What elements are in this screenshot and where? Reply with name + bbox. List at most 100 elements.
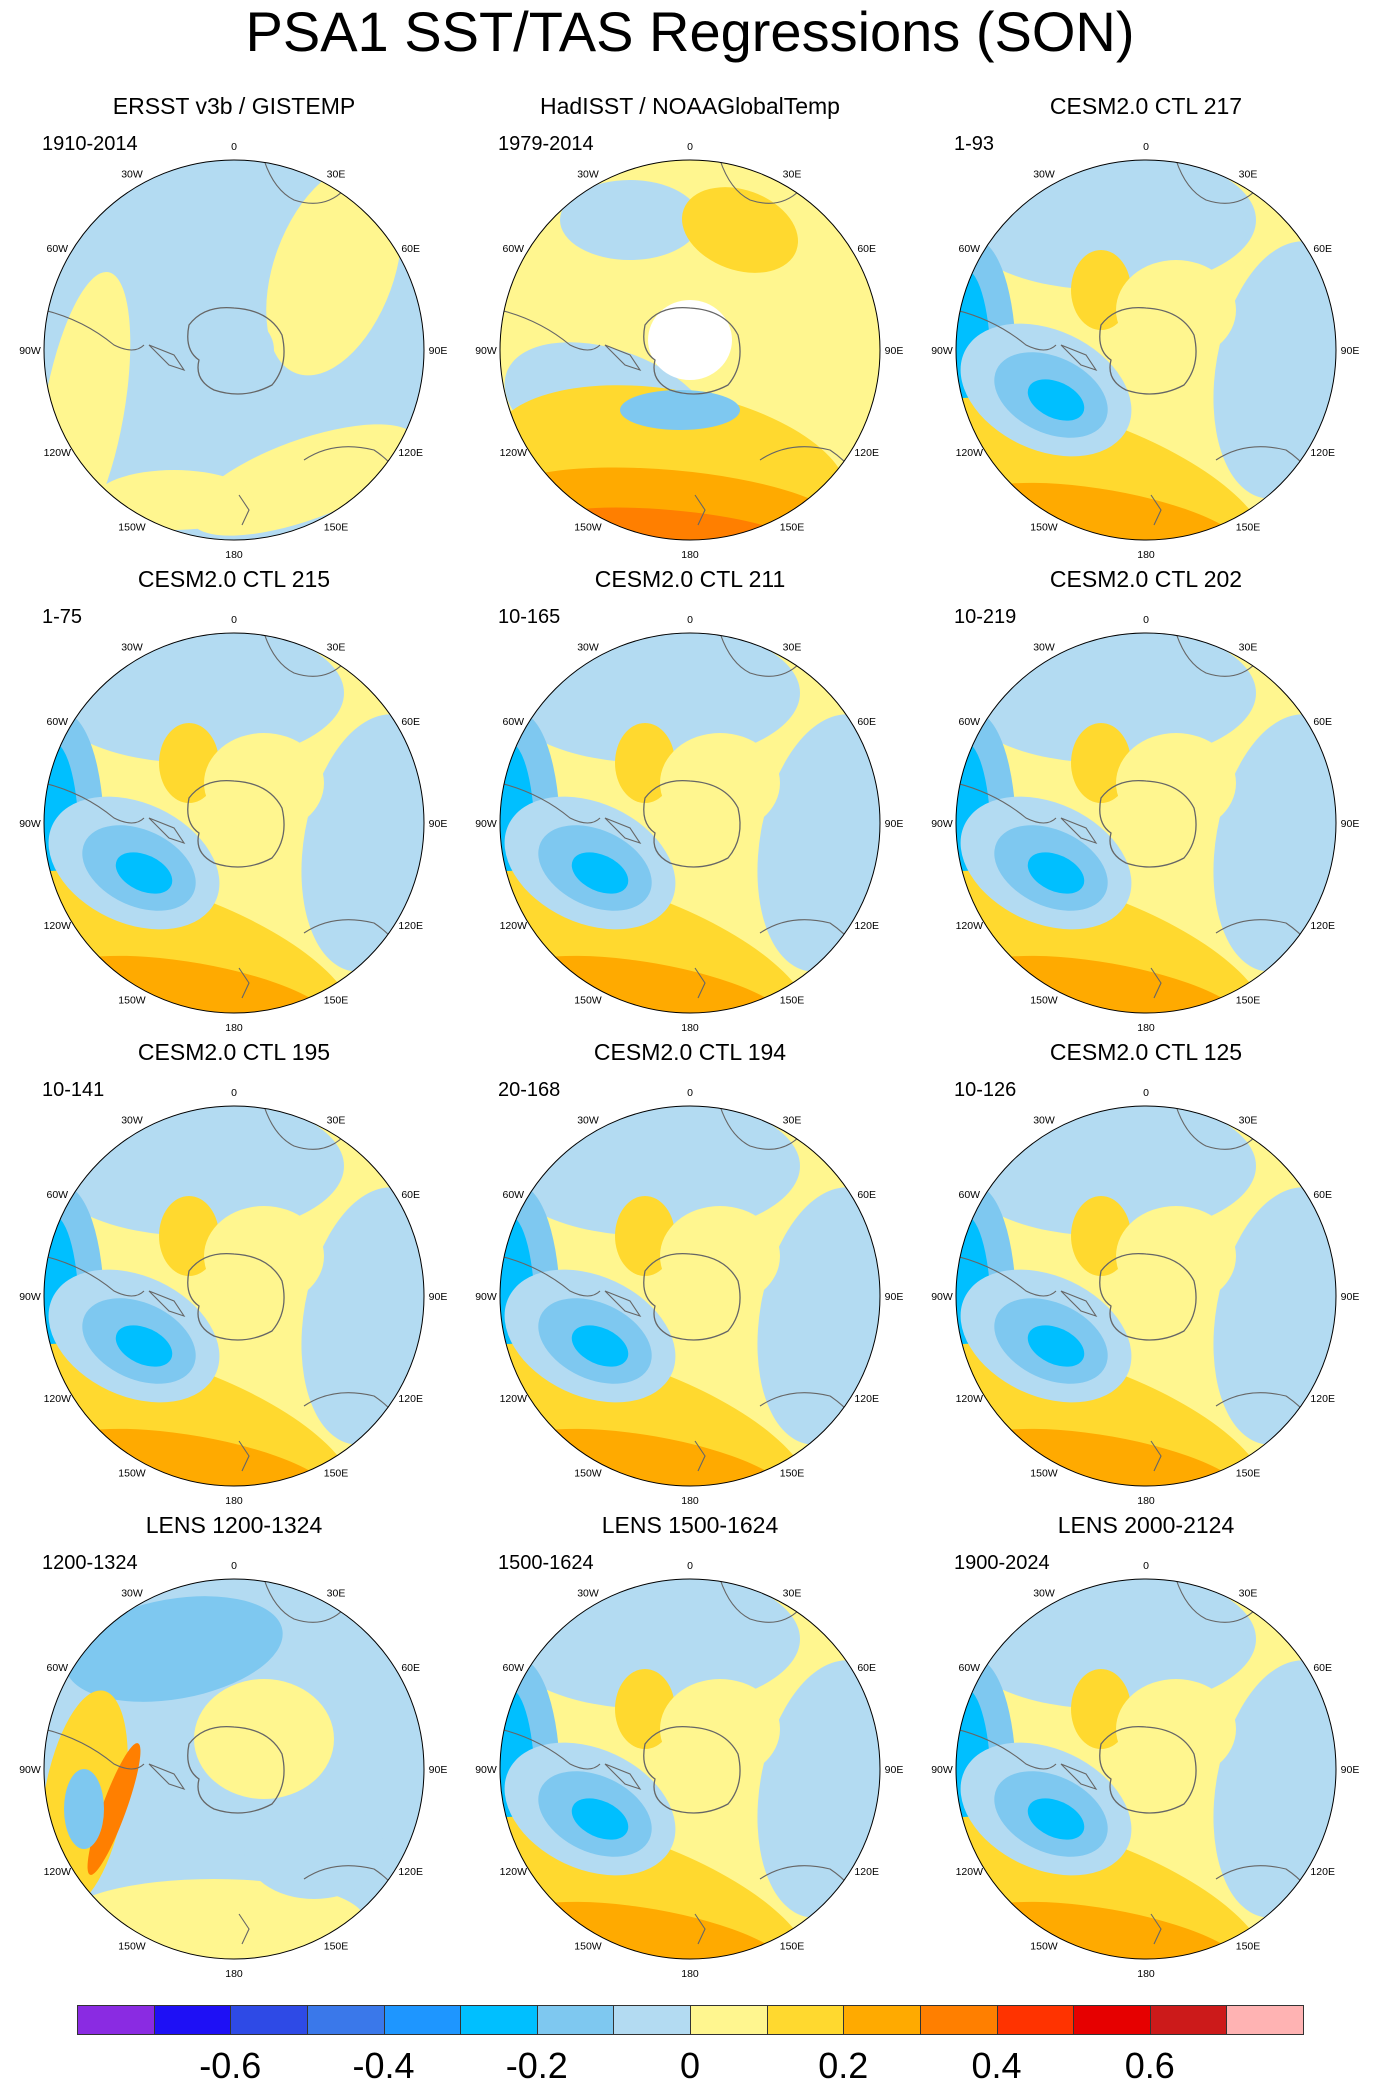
anomaly-contour [571, 1798, 629, 1840]
longitude-label: 60W [959, 716, 981, 728]
longitude-label: 60W [47, 1662, 69, 1674]
longitude-label: 0 [231, 1087, 237, 1099]
antarctica-coastline [1099, 1725, 1197, 1814]
south-america-coastline [956, 1255, 1057, 1297]
colorbar-swatch [919, 2005, 998, 2035]
longitude-label: 30W [577, 1587, 599, 1599]
longitude-label: 180 [1137, 549, 1155, 561]
longitude-label: 120W [500, 1866, 528, 1878]
longitude-label: 90E [429, 1764, 448, 1776]
colorbar-swatch [306, 2005, 385, 2035]
panel-title: CESM2.0 CTL 217 [1049, 93, 1243, 119]
antarctic-peninsula [148, 1763, 186, 1791]
longitude-label: 90E [885, 818, 904, 830]
longitude-label: 90W [475, 1291, 497, 1303]
antarctica-coastline [643, 1725, 741, 1814]
panel-period: 1900-2024 [954, 1552, 1050, 1574]
map-boundary [499, 1105, 881, 1487]
longitude-label: 90W [19, 1291, 41, 1303]
longitude-label: 120E [398, 1866, 423, 1878]
anomaly-contour [571, 1325, 629, 1367]
longitude-label: 0 [1143, 614, 1149, 626]
longitude-label: 90W [931, 1764, 953, 1776]
longitude-label: 120W [500, 920, 528, 932]
anomaly-contour [64, 1769, 104, 1849]
anomaly-contour [967, 1428, 1245, 1486]
map-boundary [955, 632, 1337, 1014]
map-panel: ERSST v3b / GISTEMP 1910-2014 0 30E 60E 90E 12… [4, 92, 464, 562]
south-america-coastline [956, 1728, 1057, 1770]
longitude-label: 150W [118, 1468, 146, 1480]
longitude-label: 180 [225, 549, 243, 561]
antarctic-peninsula [148, 344, 186, 372]
longitude-label: 120W [956, 447, 984, 459]
longitude-label: 0 [231, 614, 237, 626]
longitude-label: 120E [398, 447, 423, 459]
colorbar-tick-label: -0.4 [352, 2045, 415, 2086]
panel-title: CESM2.0 CTL 211 [594, 566, 786, 592]
longitude-label: 60W [503, 1189, 525, 1201]
polar-map: 0 30E 60E 90E 120E 150E 180 150W 120W 90W 60W 30W [931, 1560, 1360, 1980]
longitude-label: 180 [1137, 1022, 1155, 1034]
panel-title: CESM2.0 CTL 195 [137, 1039, 331, 1065]
longitude-label: 0 [1143, 1087, 1149, 1099]
longitude-label: 90E [1341, 1764, 1360, 1776]
longitude-label: 120E [1310, 920, 1335, 932]
map-panel: LENS 1500-1624 1500-1624 0 30E 60E 90E 120E 150… [460, 1511, 920, 1981]
longitude-label: 120W [44, 1866, 72, 1878]
longitude-label: 120W [956, 1393, 984, 1405]
antarctica-coastline [643, 779, 741, 868]
longitude-label: 60E [1313, 243, 1332, 255]
new-zealand-coastline [238, 494, 250, 526]
longitude-label: 0 [1143, 141, 1149, 153]
anomaly-contour [511, 1428, 789, 1486]
longitude-label: 150E [1236, 1468, 1261, 1480]
map-boundary [499, 1578, 881, 1960]
anomaly-contour [55, 1428, 333, 1486]
longitude-label: 0 [231, 1560, 237, 1572]
polar-map: 0 30E 60E 90E 120E 150E 180 150W 120W 90W 60W 30W [19, 614, 447, 1034]
longitude-label: 90E [885, 1291, 904, 1303]
antarctic-peninsula [1060, 1290, 1098, 1318]
longitude-label: 0 [1143, 1560, 1149, 1572]
anomaly-contour [204, 733, 324, 833]
longitude-label: 90W [931, 345, 953, 357]
longitude-label: 60W [47, 716, 69, 728]
anomaly-contour [681, 187, 799, 273]
longitude-label: 90E [1341, 818, 1360, 830]
anomaly-contour [660, 1679, 780, 1779]
longitude-label: 150W [118, 522, 146, 534]
new-zealand-coastline [238, 967, 250, 999]
antarctic-peninsula [148, 817, 186, 845]
longitude-label: 30W [1033, 168, 1055, 180]
colorbar-swatch [383, 2005, 462, 2035]
new-zealand-coastline [1150, 967, 1162, 999]
new-zealand-coastline [1150, 1913, 1162, 1945]
map-panel: LENS 2000-2124 1900-2024 0 30E 60E 90E 120E 150… [916, 1511, 1376, 1981]
longitude-label: 60E [857, 716, 876, 728]
south-america-coastline [500, 309, 601, 351]
anomaly-contour [571, 852, 629, 894]
colorbar-swatch [153, 2005, 232, 2035]
longitude-label: 180 [225, 1495, 243, 1507]
longitude-label: 150E [324, 522, 349, 534]
figure-title: PSA1 SST/TAS Regressions (SON) [245, 0, 1135, 63]
panel-title: CESM2.0 CTL 215 [137, 566, 331, 592]
panel-period: 10-219 [954, 606, 1017, 628]
longitude-label: 30W [577, 641, 599, 653]
polar-map: 0 30E 60E 90E 120E 150E 180 150W 120W 90W 60W 30W [19, 1560, 448, 1980]
longitude-label: 60E [401, 243, 420, 255]
map-boundary [955, 1105, 1337, 1487]
panel-title: LENS 2000-2124 [1057, 1512, 1235, 1538]
anomaly-contour [620, 390, 740, 430]
longitude-label: 60E [401, 716, 420, 728]
map-panel: CESM2.0 CTL 202 10-219 0 30E 60E 90E 120E 150E 1… [916, 565, 1376, 1035]
panel-period: 1-93 [954, 133, 995, 155]
map-boundary [43, 1105, 425, 1487]
map-boundary [43, 632, 425, 1014]
longitude-label: 150W [1030, 995, 1058, 1007]
longitude-label: 150W [574, 1468, 602, 1480]
colorbar-swatch [766, 2005, 845, 2035]
panel-period: 1200-1324 [42, 1552, 138, 1574]
longitude-label: 30E [783, 1114, 802, 1126]
